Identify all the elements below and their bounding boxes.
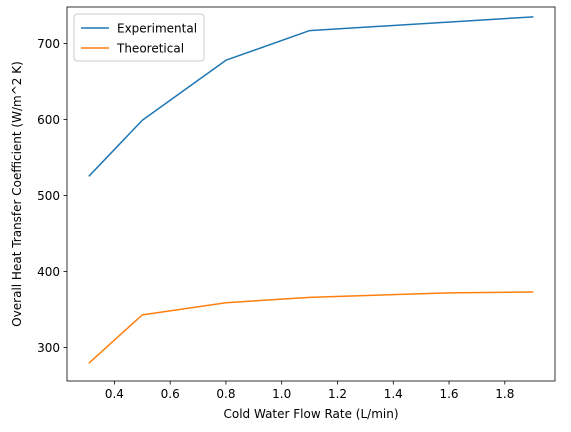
series-line-1 [88,291,534,364]
y-tick-label: 600 [37,113,60,127]
plot-area [67,7,555,381]
plot-frame [66,6,556,382]
x-tick-label: 1.4 [384,387,403,401]
x-tick-label: 0.6 [161,387,180,401]
legend-label-1: Theoretical [116,41,184,55]
x-tick-label: 1.2 [328,387,347,401]
y-tick-label: 700 [37,37,60,51]
x-axis-label: Cold Water Flow Rate (L/min) [223,407,398,421]
y-tick-label: 400 [37,265,60,279]
x-tick-label: 1.8 [495,387,514,401]
x-tick-label: 0.8 [216,387,235,401]
legend-label-0: Experimental [117,21,197,35]
legend: Experimental Theoretical [73,13,205,62]
y-tick-label: 300 [37,341,60,355]
series-layer [88,16,534,364]
x-tick-label: 1.0 [272,387,291,401]
x-axis-ticks: 0.4 0.6 0.8 1.0 1.2 1.4 1.6 1.8 [105,381,514,401]
legend-box [73,13,205,62]
series-line-0 [88,16,534,177]
y-axis-label: Overall Heat Transfer Coefficient (W/m^2… [10,61,24,327]
y-tick-label: 500 [37,189,60,203]
x-tick-label: 1.6 [439,387,458,401]
y-axis-ticks: 300 400 500 600 700 [37,37,67,355]
x-tick-label: 0.4 [105,387,124,401]
